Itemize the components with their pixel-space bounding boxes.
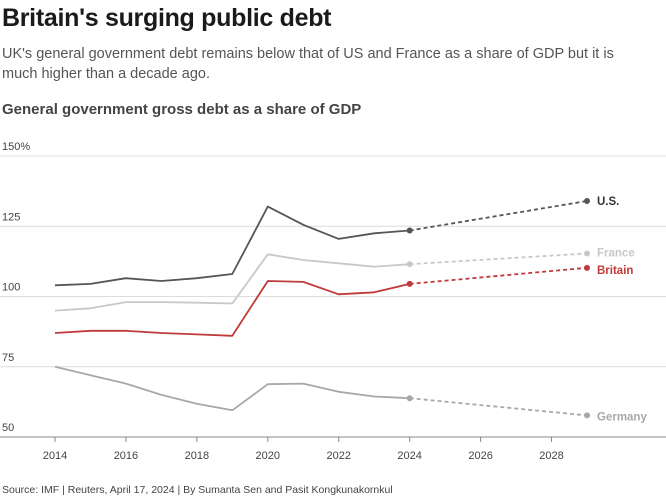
grid — [0, 155, 666, 438]
chart-subtitle: UK's general government debt remains bel… — [2, 46, 614, 82]
series-projection-britain — [409, 266, 588, 285]
series-line-britain — [54, 280, 410, 337]
x-tick-label: 2026 — [468, 450, 492, 462]
source-note: Source: IMF | Reuters, April 17, 2024 | … — [2, 484, 393, 496]
x-tick-label: 2014 — [43, 450, 67, 462]
x-tick-label: 2024 — [397, 450, 421, 462]
series-labels: U.S. France Britain Germany — [597, 196, 647, 423]
y-tick-label: 100 — [2, 282, 20, 294]
series-projection-us — [409, 200, 588, 232]
series-projection-france — [409, 252, 588, 266]
x-tick-label: 2016 — [114, 450, 138, 462]
series-line-germany — [54, 365, 410, 412]
marker-germany-2024 — [406, 395, 413, 402]
x-axis-ticks: 2014 2016 2018 2020 2022 2024 2026 2028 — [43, 437, 564, 462]
y-tick-label: 75 — [2, 352, 14, 364]
marker-us-2024 — [406, 227, 413, 234]
x-tick-label: 2018 — [185, 450, 209, 462]
marker-germany-2029 — [584, 412, 590, 419]
marker-france-2029 — [584, 250, 590, 257]
series-projection-germany — [409, 397, 588, 417]
chart-heading: General government gross debt as a share… — [2, 101, 362, 118]
y-axis-ticks: 50 75 100 125 150% — [2, 141, 30, 434]
series-line-france — [54, 253, 410, 312]
chart-title-main: Britain's surging public debt — [2, 4, 332, 32]
series-label-germany: Germany — [597, 411, 647, 423]
marker-britain-2029 — [584, 264, 590, 271]
series-label-britain: Britain — [597, 265, 633, 277]
marker-us-2029 — [584, 197, 590, 204]
x-tick-label: 2028 — [539, 450, 563, 462]
series-label-us: U.S. — [597, 196, 619, 208]
marker-france-2024 — [406, 261, 413, 268]
y-tick-label: 50 — [2, 422, 14, 434]
series-layer — [54, 197, 590, 419]
marker-britain-2024 — [406, 280, 413, 287]
series-line-us — [54, 205, 410, 287]
x-tick-label: 2020 — [256, 450, 280, 462]
series-label-france: France — [597, 248, 635, 260]
y-tick-label: 150% — [2, 141, 30, 153]
y-tick-label: 125 — [2, 211, 20, 223]
x-tick-label: 2022 — [326, 450, 350, 462]
